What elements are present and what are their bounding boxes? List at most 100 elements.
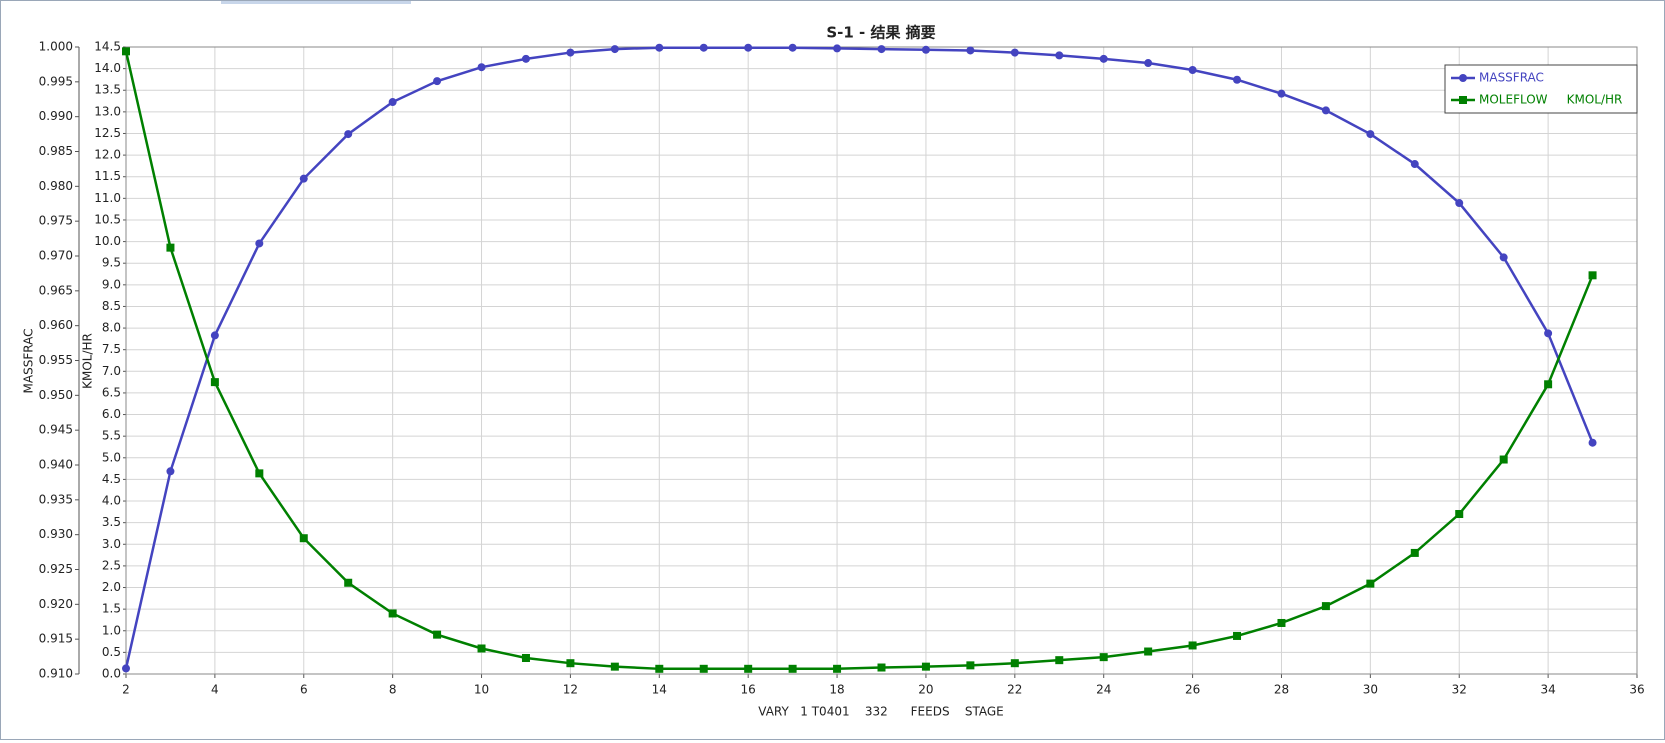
point bbox=[388, 609, 397, 618]
point bbox=[921, 45, 930, 54]
point bbox=[433, 630, 442, 639]
point bbox=[344, 578, 353, 587]
x-axis-label: VARY 1 T0401 332 FEEDS STAGE bbox=[758, 705, 1003, 719]
y2-tick-label: 10.5 bbox=[94, 212, 121, 226]
point bbox=[788, 664, 797, 673]
x-tick-label: 34 bbox=[1540, 683, 1555, 697]
point bbox=[122, 47, 130, 56]
point bbox=[1144, 59, 1153, 68]
y2-tick-label: 7.5 bbox=[102, 342, 121, 356]
y-tick-label: 0.970 bbox=[39, 249, 73, 263]
point bbox=[1499, 253, 1508, 262]
point bbox=[610, 45, 619, 54]
point bbox=[1321, 602, 1330, 611]
point bbox=[1188, 65, 1197, 74]
point bbox=[521, 654, 530, 663]
point bbox=[477, 63, 486, 72]
point bbox=[744, 43, 753, 52]
point bbox=[433, 77, 442, 86]
y2-tick-label: 11.5 bbox=[94, 169, 121, 183]
point bbox=[166, 243, 175, 252]
point bbox=[1277, 618, 1286, 627]
plot-frame bbox=[125, 46, 1638, 675]
y2-tick-label: 1.0 bbox=[102, 623, 121, 637]
y2-tick-label: 9.0 bbox=[102, 277, 121, 291]
point bbox=[1277, 89, 1286, 98]
y2-tick-label: 2.0 bbox=[102, 580, 121, 594]
point bbox=[166, 467, 175, 476]
y2-tick-label: 8.5 bbox=[102, 299, 121, 313]
legend-box bbox=[1444, 64, 1638, 114]
point bbox=[299, 534, 308, 543]
point bbox=[1410, 160, 1419, 169]
y2-axis-label: KMOL/HR bbox=[81, 333, 95, 389]
point bbox=[344, 130, 353, 139]
y2-tick-label: 10.0 bbox=[94, 234, 121, 248]
legend-marker bbox=[1459, 74, 1467, 82]
y-tick-label: 0.950 bbox=[39, 388, 73, 402]
y2-tick-label: 5.5 bbox=[102, 429, 121, 443]
point bbox=[1010, 48, 1019, 57]
point bbox=[744, 664, 753, 673]
y-tick-label: 0.960 bbox=[39, 318, 73, 332]
y-tick-label: 0.930 bbox=[39, 527, 73, 541]
point bbox=[966, 661, 975, 670]
point bbox=[1188, 641, 1197, 650]
x-tick-label: 30 bbox=[1363, 683, 1378, 697]
y2-tick-label: 0.0 bbox=[102, 667, 121, 681]
x-tick-label: 18 bbox=[829, 683, 844, 697]
y2-tick-label: 13.0 bbox=[94, 104, 121, 118]
point bbox=[210, 378, 219, 387]
y2-tick-label: 3.5 bbox=[102, 515, 121, 529]
point bbox=[1588, 438, 1597, 447]
x-tick-label: 22 bbox=[1007, 683, 1022, 697]
point bbox=[1410, 548, 1419, 557]
point bbox=[1588, 271, 1597, 280]
y2-tick-label: 5.0 bbox=[102, 450, 121, 464]
y-tick-label: 0.985 bbox=[39, 144, 73, 158]
x-tick-label: 10 bbox=[474, 683, 489, 697]
x-tick-label: 8 bbox=[389, 683, 397, 697]
point bbox=[388, 98, 397, 107]
y-tick-label: 0.955 bbox=[39, 353, 73, 367]
point bbox=[566, 659, 575, 668]
top-strip bbox=[221, 1, 411, 4]
y2-tick-label: 12.0 bbox=[94, 148, 121, 162]
point bbox=[1455, 510, 1464, 519]
x-tick-label: 24 bbox=[1096, 683, 1111, 697]
point bbox=[788, 43, 797, 52]
chart-title: S-1 - 结果 摘要 bbox=[826, 24, 935, 42]
point bbox=[833, 44, 842, 53]
y2-tick-label: 9.5 bbox=[102, 256, 121, 270]
point bbox=[699, 43, 708, 52]
y2-tick-label: 6.5 bbox=[102, 385, 121, 399]
y2-tick-label: 14.0 bbox=[94, 61, 121, 75]
legend-marker bbox=[1459, 96, 1467, 104]
point bbox=[521, 54, 530, 63]
point bbox=[566, 48, 575, 57]
point bbox=[1544, 380, 1553, 389]
x-tick-label: 28 bbox=[1274, 683, 1289, 697]
y-tick-label: 1.000 bbox=[39, 40, 73, 54]
point bbox=[966, 46, 975, 55]
point bbox=[1233, 75, 1242, 84]
legend-label: MASSFRAC bbox=[1479, 71, 1544, 85]
y-tick-label: 0.965 bbox=[39, 283, 73, 297]
point bbox=[610, 662, 619, 671]
y2-tick-label: 6.0 bbox=[102, 407, 121, 421]
point bbox=[255, 469, 264, 478]
y2-tick-label: 3.0 bbox=[102, 537, 121, 551]
y-tick-label: 0.940 bbox=[39, 458, 73, 472]
point bbox=[210, 331, 219, 340]
point bbox=[877, 663, 886, 672]
x-tick-label: 32 bbox=[1452, 683, 1467, 697]
y2-tick-label: 2.5 bbox=[102, 558, 121, 572]
point bbox=[299, 174, 308, 183]
y2-tick-label: 12.5 bbox=[94, 126, 121, 140]
point bbox=[1055, 51, 1064, 60]
point bbox=[1233, 631, 1242, 640]
point bbox=[833, 664, 842, 673]
point bbox=[877, 45, 886, 54]
point bbox=[1144, 647, 1153, 656]
